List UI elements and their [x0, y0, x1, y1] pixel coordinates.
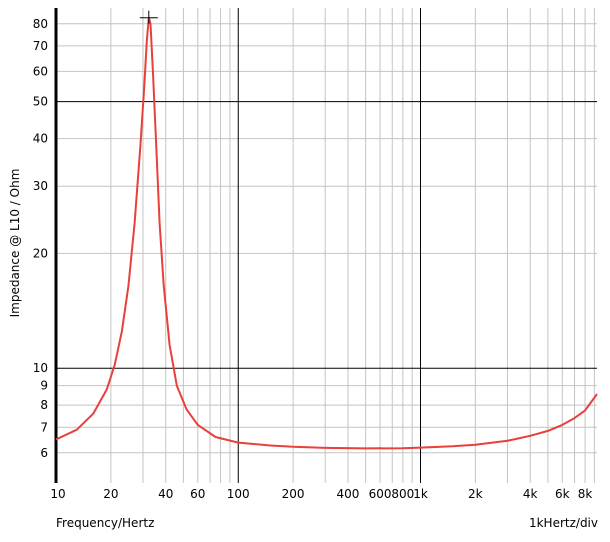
- y-tick-label: 10: [33, 361, 48, 375]
- impedance-curve: [55, 16, 598, 450]
- y-tick-label: 50: [33, 95, 48, 109]
- plot-area: [55, 10, 598, 450]
- x-tick-label: 800: [391, 487, 414, 501]
- x-axis-title: Frequency/Hertz: [56, 516, 155, 530]
- x-tick-label: 400: [337, 487, 360, 501]
- tick-labels: 6 7 8 9 10 20 30 40 50 60 70 80 10 20 40 60 100 200 400 600…: [33, 17, 593, 501]
- x-scale-label: 1kHertz/div: [528, 516, 598, 530]
- y-tick-label: 60: [33, 64, 48, 78]
- x-tick-label: 10: [50, 487, 65, 501]
- x-tick-label: 20: [103, 487, 118, 501]
- x-tick-label: 8k: [578, 487, 593, 501]
- x-tick-label: 600: [369, 487, 392, 501]
- x-tick-label: 4k: [523, 487, 538, 501]
- y-tick-label: 80: [33, 17, 48, 31]
- y-tick-label: 30: [33, 179, 48, 193]
- y-axis-title: Impedance @ L10 / Ohm: [8, 169, 22, 318]
- y-tick-label: 20: [33, 246, 48, 260]
- x-tick-label: 6k: [555, 487, 570, 501]
- x-tick-label: 100: [227, 487, 250, 501]
- x-tick-label: 40: [158, 487, 173, 501]
- x-tick-label: 2k: [468, 487, 483, 501]
- y-tick-label: 40: [33, 132, 48, 146]
- x-tick-label: 1k: [413, 487, 428, 501]
- y-tick-label: 70: [33, 39, 48, 53]
- y-tick-label: 9: [40, 379, 48, 393]
- y-tick-label: 6: [40, 446, 48, 460]
- y-tick-label: 8: [40, 398, 48, 412]
- x-tick-label: 200: [282, 487, 305, 501]
- grid-lines: [54, 8, 597, 483]
- y-tick-label: 7: [40, 420, 48, 434]
- x-tick-label: 60: [190, 487, 205, 501]
